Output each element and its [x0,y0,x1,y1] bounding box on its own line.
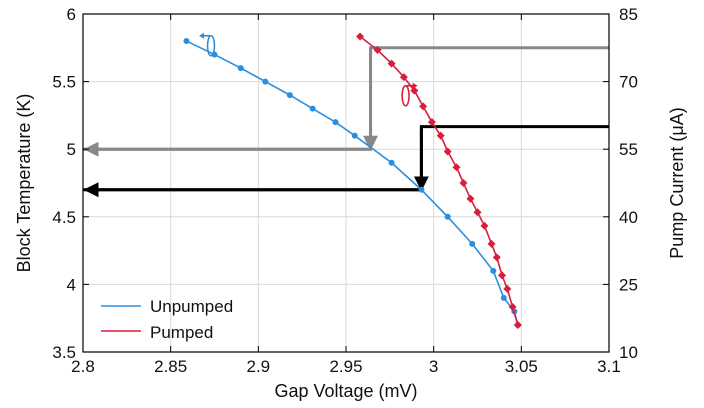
data-point-pumped [480,221,489,230]
x-tick-label: 2.95 [329,357,362,376]
y2-tick-label: 85 [619,5,638,24]
series-layer [183,32,522,329]
data-point-unpumped [309,105,316,112]
legend-label-unpumped: Unpumped [150,297,233,316]
data-point-unpumped [183,38,190,45]
x-tick-label: 2.8 [71,357,95,376]
axis-indicator-unpumped [198,32,216,57]
data-point-unpumped [490,267,497,274]
x-tick-label: 3 [429,357,438,376]
y2-tick-label: 55 [619,140,638,159]
ticks: 2.8 2.85 2.9 2.95 3 3.05 3.1 3.5 4 4.5 5 5.5 6 10 25 40… [52,5,638,376]
data-point-unpumped [332,119,339,126]
data-point-unpumped [237,65,244,72]
x-axis-title: Gap Voltage (mV) [274,381,417,401]
data-point-pumped [473,208,482,217]
y2-axis-title: Pump Current (μA) [667,107,687,258]
y2-tick-label: 25 [619,275,638,294]
data-point-unpumped [418,186,425,193]
data-point-unpumped [388,159,395,166]
data-point-pumped [427,118,436,127]
y-axis-title: Block Temperature (K) [14,94,34,273]
data-point-pumped [487,239,496,248]
y-tick-label: 6 [67,5,76,24]
data-point-pumped [452,163,461,172]
legend-label-pumped: Pumped [150,323,213,342]
indicator-arrow-head [198,32,204,39]
x-tick-label: 3.1 [597,357,621,376]
x-tick-label: 2.9 [247,357,271,376]
annotation-arrows [83,46,609,198]
data-point-unpumped [469,240,476,247]
data-point-pumped [419,102,428,111]
y2-tick-label: 40 [619,208,638,227]
y-tick-label: 5.5 [52,73,76,92]
series-line-unpumped [186,40,519,326]
data-point-pumped [436,131,445,140]
indicator-arrow-head [412,82,418,89]
data-point-pumped [513,320,522,329]
y-tick-label: 5 [67,140,76,159]
data-point-pumped [492,253,501,262]
y-tick-label: 3.5 [52,343,76,362]
x-tick-label: 3.05 [505,357,538,376]
data-point-pumped [356,32,365,41]
data-point-pumped [373,46,382,55]
data-point-unpumped [351,132,358,139]
data-point-pumped [508,302,517,311]
data-point-pumped [459,179,468,187]
data-point-unpumped [444,213,451,220]
axis-indicator-pumped [401,82,418,107]
data-point-pumped [410,86,419,95]
data-point-unpumped [500,294,507,301]
data-point-unpumped [262,78,269,85]
legend: Unpumped Pumped [101,297,233,342]
y-tick-label: 4 [67,275,76,294]
data-point-pumped [498,271,507,280]
y2-tick-label: 70 [619,73,638,92]
data-point-unpumped [286,92,293,99]
data-point-pumped [503,284,512,293]
y2-tick-label: 10 [619,343,638,362]
data-point-pumped [387,59,396,68]
data-point-pumped [466,194,475,203]
y-tick-label: 4.5 [52,208,76,227]
data-point-pumped [443,147,452,156]
data-point-pumped [399,73,408,82]
x-tick-label: 2.85 [154,357,187,376]
